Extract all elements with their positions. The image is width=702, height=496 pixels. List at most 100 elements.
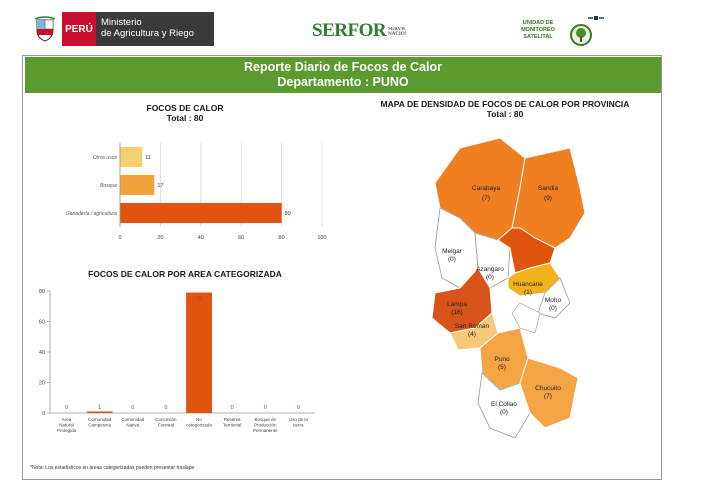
chart2-category-label: Area Natural Protegida	[57, 417, 77, 433]
chart2-value-label: 0	[164, 405, 167, 411]
serfor-logo: SERFORSERVICIO NACIONAL FORESTAL Y DE FA…	[312, 20, 406, 42]
chart1-title-block: FOCOS DE CALOR Total : 80	[120, 103, 250, 123]
monitoring-line-2: MONITOREO	[521, 27, 555, 33]
chart1-x-tick: 80	[279, 235, 285, 241]
label-san-roman: San Roman	[455, 323, 490, 330]
chart1-subtitle: Total : 80	[166, 113, 204, 123]
chart2-category-label: Bosque de Producción Permanente	[253, 417, 278, 433]
count-san-roman: (4)	[468, 331, 476, 338]
coat-of-arms-icon	[28, 12, 62, 46]
report-department: Departamento : PUNO	[277, 75, 409, 89]
lake-titicaca	[511, 302, 541, 334]
peru-label: PERÚ	[62, 12, 96, 46]
chart1-value-label: 17	[157, 183, 163, 189]
chart2-value-label: 0	[231, 405, 234, 411]
chart1-x-tick: 100	[317, 235, 326, 241]
chart2-category-label: Reserva Territorial	[223, 417, 242, 428]
chart2-category-label-line: Uso de la	[289, 417, 309, 422]
province-san-antonio-de-putina	[497, 227, 556, 274]
chart1-category-label: Ganadería / agricultura	[66, 211, 117, 217]
chart1-value-label: 80	[285, 211, 291, 217]
area-categorizada-bar-chart: 0 20 40 60 80 0 Area Natural Protegida 1 Comunidad…	[39, 289, 315, 433]
label-puno: Puno	[494, 356, 510, 363]
chart2-category-label-line: Comunidad	[121, 417, 145, 422]
label-el-collao: El Collao	[491, 401, 517, 408]
chart2-category-label: Concesión Forestal	[155, 417, 177, 428]
label-huancane: Huancane	[513, 281, 543, 288]
label-moho: Moho	[545, 297, 562, 304]
report-title: Reporte Diario de Focos de Calor	[244, 60, 442, 74]
chart2-category-label: Uso de la tierra	[289, 417, 309, 428]
chart2-category-label-line: categorizada	[186, 423, 212, 428]
chart2-category-label-line: Campesina	[88, 423, 111, 428]
province-moho	[537, 277, 571, 319]
count-huancane: (1)	[524, 289, 532, 296]
monitoring-unit-logo: UNIDAD DE MONITOREO SATELITAL	[508, 20, 568, 41]
chart2-category-label-line: Nativa	[126, 423, 139, 428]
chart1-bar	[120, 203, 282, 223]
chart2-category-label: No categorizada	[186, 417, 212, 428]
header: PERÚ Ministerio de Agricultura y Riego S…	[0, 0, 702, 52]
chart1-title: FOCOS DE CALOR	[146, 103, 224, 113]
chart2-category-label-line: Forestal	[158, 423, 174, 428]
chart2-y-tick: 80	[39, 289, 45, 295]
chart1-x-tick: 40	[198, 235, 204, 241]
ministry-line-1: Ministerio	[101, 17, 142, 28]
label-melgar: Melgar	[442, 248, 463, 255]
count-sandia: (9)	[544, 195, 552, 202]
count-carabaya: (7)	[482, 195, 490, 202]
chart2-category-label-line: Reserva	[224, 417, 241, 422]
chart2-bar	[186, 292, 212, 413]
serfor-label: SERFOR	[312, 20, 387, 41]
chart1-bar	[120, 175, 155, 195]
chart2-category-label-line: Comunidad	[88, 417, 112, 422]
chart2-category-label-line: Area	[62, 417, 72, 422]
chart2-category-label-line: tierra	[293, 423, 304, 428]
count-chucuito: (7)	[544, 393, 552, 400]
label-lampa: Lampa	[447, 301, 467, 308]
ministry-line-2: de Agricultura y Riego	[101, 28, 194, 39]
ministry-name: Ministerio de Agricultura y Riego	[96, 12, 214, 46]
ministry-logo: PERÚ Ministerio de Agricultura y Riego	[28, 12, 214, 46]
count-el-collao: (0)	[500, 409, 508, 416]
chart2-value-label: 0	[264, 405, 267, 411]
province-chucuito	[519, 357, 579, 429]
focos-calor-bar-chart: 0 20 40 60 80 100 Otros usos 11 Bosque 17 Ganaderí…	[66, 143, 327, 241]
tree-seal-icon	[570, 24, 592, 46]
chart1-x-tick: 60	[238, 235, 244, 241]
province-el-collao	[477, 372, 531, 439]
chart1-category-label: Otros usos	[93, 155, 118, 161]
chart2-value-label: 0	[65, 405, 68, 411]
satellite-icon	[588, 16, 604, 20]
chart1-category-label: Bosque	[100, 183, 117, 189]
monitoring-line-3: SATELITAL	[523, 34, 553, 40]
count-moho: (0)	[549, 305, 557, 312]
count-azangaro: (0)	[486, 274, 494, 281]
monitoring-line-1: UNIDAD DE	[522, 20, 554, 26]
label-chucuito: Chucuito	[535, 385, 561, 392]
chart2-category-label-line: Permanente	[253, 428, 278, 433]
count-lampa: (16)	[451, 309, 463, 316]
chart2-category-label-line: Producción	[254, 423, 277, 428]
chart2-category-label-line: Bosque de	[255, 417, 277, 422]
label-azangaro: Azangaro	[476, 266, 504, 273]
chart2-category-label-line: Protegida	[57, 428, 77, 433]
chart2-y-tick: 40	[39, 350, 45, 356]
chart2-category-label: Comunidad Nativa	[121, 417, 145, 428]
report-frame	[22, 55, 662, 480]
chart2-bar	[86, 411, 113, 413]
puno-density-map: Carabaya (7) Sandia (9) Huancane (1) Pun…	[431, 137, 586, 439]
chart2-category-label: Comunidad Campesina	[88, 417, 112, 428]
chart2-title: FOCOS DE CALOR POR AREA CATEGORIZADA	[88, 269, 282, 279]
chart2-y-tick: 0	[42, 411, 45, 417]
chart2-y-tick: 60	[39, 320, 45, 326]
chart1-value-label: 11	[145, 155, 151, 161]
label-carabaya: Carabaya	[472, 185, 501, 192]
chart1-x-tick: 0	[118, 235, 121, 241]
chart2-value-label: 1	[98, 405, 101, 411]
chart2-value-label: 0	[131, 405, 134, 411]
chart1-x-tick: 20	[157, 235, 163, 241]
chart2-category-label-line: No	[196, 417, 202, 422]
serfor-tagline: SERVICIO NACIONAL FORESTAL Y DE FAUNA SI…	[388, 26, 407, 37]
label-sandia: Sandia	[538, 185, 559, 192]
